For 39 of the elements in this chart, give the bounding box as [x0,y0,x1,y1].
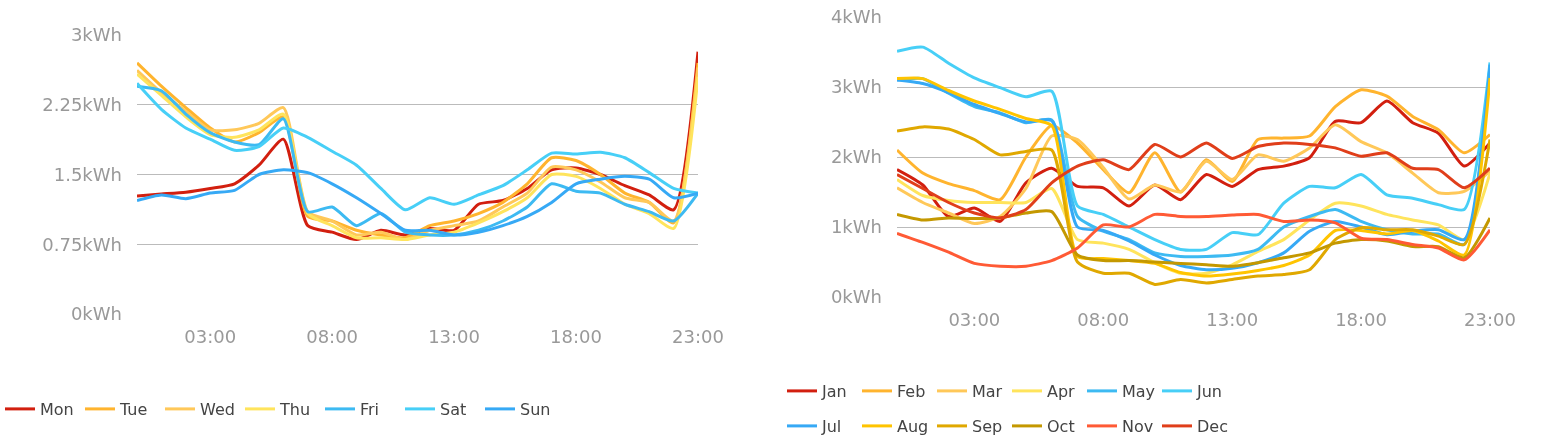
x-tick-label: 08:00 [1077,309,1130,330]
x-tick-label: 23:00 [672,326,724,347]
legend-label: Jul [821,417,842,437]
y-tick-label: 0.75kWh [42,233,122,255]
y-tick-label: 0kWh [70,303,122,325]
legend-label: Oct [1047,417,1075,437]
x-tick-label: 18:00 [550,326,602,347]
y-tick-label: 4kWh [830,6,882,28]
y-tick-label: 3kWh [830,76,882,98]
legend-label: Jun [1196,382,1222,402]
x-tick-label: 03:00 [948,309,1001,330]
x-tick-label: 13:00 [1206,309,1259,330]
legend-label: Sun [520,400,551,420]
y-tick-label: 1.5kWh [53,163,122,185]
legend-label: Aug [897,417,929,437]
y-tick-label: 2kWh [830,146,882,168]
legend-label: Sat [440,400,467,420]
legend-label: Fri [360,400,380,420]
y-tick-label: 2.25kWh [42,94,122,116]
y-tick-label: 0kWh [830,286,882,308]
legend-label: Mar [972,382,1003,402]
legend-label: Mon [40,400,74,420]
legend-label: Sep [972,417,1003,437]
legend-label: Apr [1047,382,1076,402]
legend-label: Tue [119,400,148,420]
legend-label: May [1122,382,1156,402]
x-tick-label: 08:00 [306,326,359,347]
x-tick-label: 23:00 [1464,309,1516,330]
legend-label: Nov [1122,417,1154,437]
x-tick-label: 18:00 [1335,309,1388,330]
y-tick-label: 1kWh [830,216,882,238]
x-tick-label: 13:00 [428,326,481,347]
legend-label: Wed [200,400,235,420]
legend-label: Feb [897,382,926,402]
x-tick-label: 03:00 [184,326,237,347]
legend-label: Dec [1197,417,1228,437]
y-tick-label: 3kWh [70,24,122,46]
legend-label: Thu [279,400,311,420]
legend-label: Jan [821,382,847,402]
